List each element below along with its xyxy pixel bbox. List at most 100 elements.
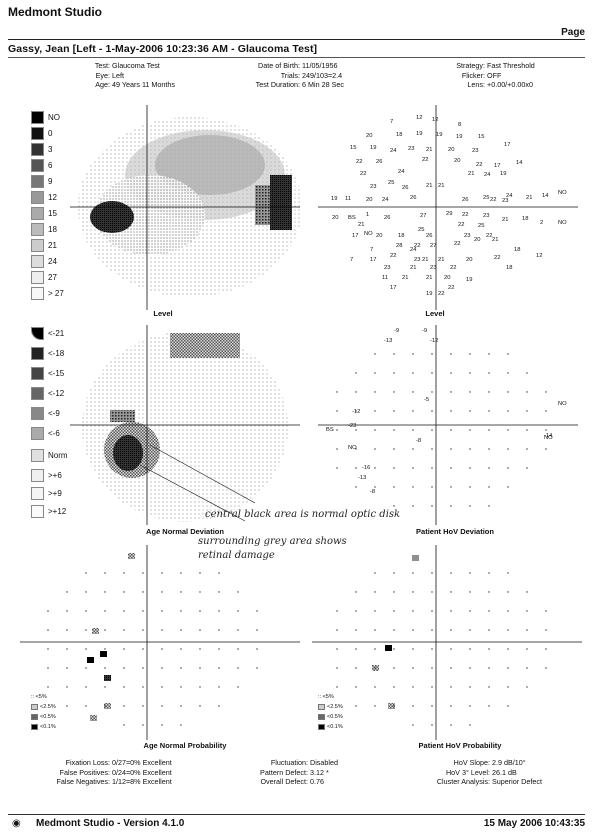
test-point-dot bbox=[393, 410, 395, 412]
patient-hov-deviation-plot bbox=[318, 325, 578, 525]
level-value: NO bbox=[558, 190, 567, 196]
hov-deviation-value: -5 bbox=[424, 397, 430, 403]
test-point-dot bbox=[488, 353, 490, 355]
level-swatch bbox=[31, 143, 44, 156]
age-value: 49 Years 11 Months bbox=[112, 80, 176, 89]
level-value: 17 bbox=[494, 163, 501, 169]
test-point-dot bbox=[526, 410, 528, 412]
test-point-dot bbox=[488, 505, 490, 507]
level-legend-item: 15 bbox=[31, 207, 57, 220]
test-point-dot bbox=[412, 353, 414, 355]
test-point-dot bbox=[431, 610, 433, 612]
test-point-dot bbox=[488, 610, 490, 612]
level-value: 24 bbox=[382, 197, 389, 203]
test-point-dot bbox=[431, 372, 433, 374]
test-point-dot bbox=[450, 724, 452, 726]
probability-marker bbox=[385, 645, 392, 651]
test-point-dot bbox=[218, 686, 220, 688]
test-point-dot bbox=[104, 591, 106, 593]
test-point-dot bbox=[469, 448, 471, 450]
deviation-swatch bbox=[31, 347, 44, 360]
test-point-dot bbox=[469, 467, 471, 469]
test-point-dot bbox=[393, 629, 395, 631]
test-point-dot bbox=[545, 629, 547, 631]
test-point-dot bbox=[374, 372, 376, 374]
test-point-dot bbox=[393, 486, 395, 488]
level-value: 21 bbox=[426, 183, 433, 189]
deviation-swatch bbox=[31, 449, 44, 462]
test-point-dot bbox=[393, 686, 395, 688]
hov-deviation-value: -12 bbox=[430, 338, 439, 344]
test-point-dot bbox=[488, 486, 490, 488]
test-point-dot bbox=[507, 353, 509, 355]
test-point-dot bbox=[142, 724, 144, 726]
test-point-dot bbox=[237, 648, 239, 650]
probability-marker bbox=[128, 553, 135, 559]
level-value: 19 bbox=[466, 277, 473, 283]
level-value: 22 bbox=[462, 212, 469, 218]
level-value: 26 bbox=[426, 233, 433, 239]
test-point-dot bbox=[393, 610, 395, 612]
deviation-swatch bbox=[31, 505, 44, 518]
test-point-dot bbox=[469, 705, 471, 707]
test-point-dot bbox=[431, 629, 433, 631]
test-point-dot bbox=[123, 705, 125, 707]
test-point-dot bbox=[393, 505, 395, 507]
test-point-dot bbox=[526, 467, 528, 469]
hov-deviation-value: -9 bbox=[422, 328, 428, 334]
deviation-legend-item: <-12 bbox=[31, 387, 64, 400]
test-point-dot bbox=[488, 591, 490, 593]
deviation-legend-item: <-9 bbox=[31, 407, 60, 420]
level-value: 28 bbox=[396, 243, 403, 249]
test-point-dot bbox=[355, 648, 357, 650]
probability-legend-item: <2.5% bbox=[318, 704, 343, 710]
test-point-dot bbox=[355, 410, 357, 412]
level-value: 18 bbox=[398, 233, 405, 239]
test-point-dot bbox=[545, 410, 547, 412]
test-point-dot bbox=[85, 572, 87, 574]
test-point-dot bbox=[104, 686, 106, 688]
test-point-dot bbox=[393, 391, 395, 393]
test-point-dot bbox=[507, 467, 509, 469]
strategy-label: Strategy: bbox=[456, 61, 485, 70]
test-point-dot bbox=[431, 429, 433, 431]
test-point-dot bbox=[526, 448, 528, 450]
test-point-dot bbox=[256, 667, 258, 669]
level-swatch bbox=[31, 159, 44, 172]
age-normal-deviation-plot bbox=[70, 325, 300, 525]
test-point-dot bbox=[412, 705, 414, 707]
deviation-swatch bbox=[31, 469, 44, 482]
test-point-dot bbox=[180, 572, 182, 574]
test-point-dot bbox=[450, 591, 452, 593]
level-value: 22 bbox=[486, 233, 493, 239]
age-label: Age: bbox=[95, 80, 110, 89]
test-point-dot bbox=[355, 391, 357, 393]
handwritten-note-optic-disk: central black area is normal optic disk bbox=[205, 509, 401, 520]
test-point-dot bbox=[355, 448, 357, 450]
level-value: 7 bbox=[370, 247, 374, 253]
test-point-dot bbox=[336, 648, 338, 650]
test-point-dot bbox=[374, 429, 376, 431]
deviation-legend-item: >+12 bbox=[31, 505, 66, 518]
test-point-dot bbox=[469, 429, 471, 431]
level-value: 19 bbox=[500, 171, 507, 177]
test-point-dot bbox=[47, 648, 49, 650]
test-point-dot bbox=[469, 353, 471, 355]
level-number-grid: 7 12 12 8 20 18 19 19 19 15 17 15 19 24 23 21 20 23 22 26 22… bbox=[318, 105, 578, 310]
level-value: 20 bbox=[448, 147, 455, 153]
level-value: 21 bbox=[410, 265, 417, 271]
level-legend-item: 24 bbox=[31, 255, 57, 268]
level-gray-title: Level bbox=[153, 309, 173, 318]
level-numeric-plot bbox=[318, 105, 578, 310]
handwritten-note-damage-line1: surrounding grey area shows bbox=[198, 536, 347, 547]
deviation-legend-item: <-15 bbox=[31, 367, 64, 380]
test-point-dot bbox=[336, 410, 338, 412]
test-point-dot bbox=[526, 429, 528, 431]
level-value: 17 bbox=[352, 233, 359, 239]
level-value: 22 bbox=[494, 255, 501, 261]
level-value: 26 bbox=[410, 195, 417, 201]
hov-deviation-value: -8 bbox=[370, 489, 376, 495]
test-point-dot bbox=[123, 667, 125, 669]
test-point-dot bbox=[412, 486, 414, 488]
test-point-dot bbox=[104, 610, 106, 612]
